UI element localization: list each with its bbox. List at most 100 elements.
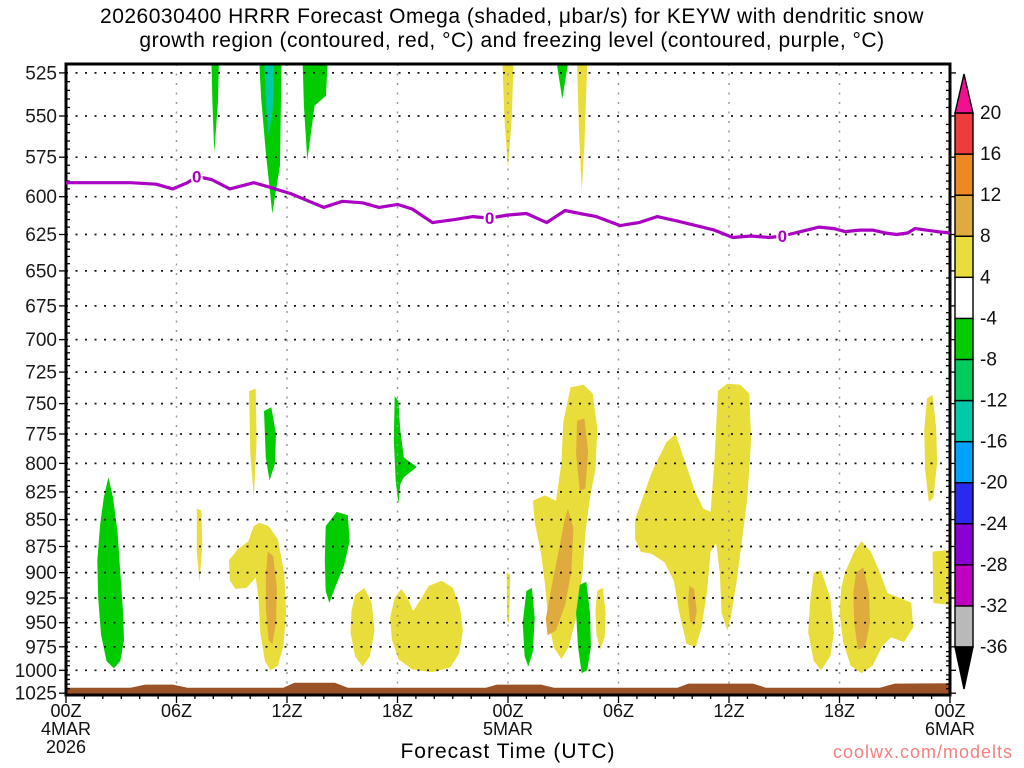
colorbar-tick-label: -32: [980, 596, 1007, 617]
omega-region-green: [302, 64, 328, 161]
omega-region-green: [556, 64, 568, 99]
colorbar-segment: [954, 194, 974, 237]
x-tick-label: 18Z: [382, 701, 413, 721]
y-tick-label: 750: [25, 394, 57, 415]
omega-region-gold: [265, 551, 277, 644]
omega-region-green: [324, 511, 350, 603]
omega-region-yellow: [350, 587, 375, 667]
omega-region-teal: [264, 64, 275, 136]
x-axis-title: Forecast Time (UTC): [400, 740, 616, 763]
omega-region-gold: [545, 508, 574, 636]
colorbar-segment: [954, 399, 974, 443]
omega-region-gold: [576, 418, 589, 491]
y-tick-label: 975: [25, 637, 57, 658]
freezing-level-zero-label: 0: [778, 227, 787, 246]
omega-region-yellow: [390, 580, 463, 673]
omega-region-gold: [853, 567, 870, 650]
y-tick-label: 575: [25, 148, 57, 169]
omega-region-green: [97, 477, 124, 669]
y-tick-label: 800: [25, 454, 57, 475]
x-tick-label: 06Z: [603, 701, 634, 721]
omega-region-green: [522, 587, 535, 667]
x-tick-label: 12Z: [713, 701, 744, 721]
x-tick-date: 6MAR: [925, 719, 975, 739]
omega-region-yellow: [635, 383, 752, 647]
freezing-level-line: [66, 174, 950, 240]
omega-region-yellow: [577, 64, 588, 191]
omega-region-green: [259, 64, 282, 214]
colorbar-tick-label: -24: [980, 514, 1008, 535]
y-tick-label: 1000: [15, 661, 57, 682]
omega-shaded-regions: [97, 64, 950, 674]
y-tick-label: 850: [25, 510, 57, 531]
colorbar-arrow-high: [954, 73, 974, 114]
colorbar-tick-label: -16: [980, 432, 1007, 453]
x-tick-date: 5MAR: [483, 719, 533, 739]
x-tick-label: 00Z: [492, 701, 523, 721]
omega-region-green: [576, 581, 591, 674]
terrain-surface: [66, 682, 950, 695]
x-tick-label: 12Z: [271, 701, 302, 721]
y-axis-labels: 525 550 575 600 625 650 675 700 725 750 775 800 825 8…: [15, 63, 57, 704]
y-tick-label: 700: [25, 330, 57, 351]
colorbar-tick-label: -12: [980, 391, 1007, 412]
freezing-level-zero-label: 0: [192, 167, 201, 186]
colorbar-tick-label: -28: [980, 555, 1007, 576]
colorbar-tick-label: 16: [980, 144, 1001, 165]
colorbar-segment: [954, 358, 974, 402]
freezing-level-zero-label: 0: [485, 209, 494, 228]
y-tick-label: 625: [25, 225, 57, 246]
colorbar-tick-label: 8: [980, 226, 991, 247]
omega-region-gold: [688, 585, 697, 626]
freezing-level-contour: 0 0 0: [66, 165, 950, 248]
omega-region-yellow: [924, 394, 938, 502]
x-tick-label: 00Z: [50, 701, 81, 721]
x-tick-date: 4MAR: [41, 719, 91, 739]
x-tick-label: 06Z: [161, 701, 192, 721]
colorbar-segment: [954, 605, 974, 648]
y-tick-label: 1025: [15, 684, 57, 705]
omega-region-yellow: [808, 570, 834, 671]
colorbar-tick-label: -36: [980, 637, 1007, 658]
colorbar-tick-label: -8: [980, 350, 997, 371]
colorbar-segment: [954, 276, 974, 320]
colorbar-segment: [954, 440, 974, 484]
colorbar-segment: [954, 153, 974, 196]
grid-lines: [66, 64, 950, 695]
x-tick-label: 00Z: [934, 701, 965, 721]
y-tick-label: 725: [25, 363, 57, 384]
y-tick-label: 925: [25, 589, 57, 610]
y-tick-label: 775: [25, 424, 57, 445]
colorbar-segment: [954, 317, 974, 361]
axis-tick-marks: [59, 72, 956, 703]
omega-region-yellow: [595, 587, 606, 650]
colorbar-tick-label: 4: [980, 267, 991, 288]
y-tick-label: 525: [25, 63, 57, 84]
omega-region-yellow: [932, 549, 950, 605]
colorbar-tick-label: -20: [980, 473, 1007, 494]
y-tick-label: 600: [25, 187, 57, 208]
omega-region-yellow: [196, 508, 203, 582]
colorbar-tick-label: 20: [980, 103, 1001, 124]
colorbar-segment: [954, 481, 974, 525]
omega-region-green: [211, 64, 219, 153]
colorbar-arrow-low: [954, 646, 974, 690]
colorbar-segment: [954, 564, 974, 607]
colorbar-segment: [954, 112, 974, 155]
colorbar-tick-label: -4: [980, 308, 997, 329]
omega-region-yellow: [249, 388, 257, 498]
y-tick-label: 875: [25, 537, 57, 558]
colorbar: -36 -32 -28 -24 -20 -16 -12 -8 -4 4 8 12 16 20: [954, 73, 1008, 690]
y-tick-label: 950: [25, 613, 57, 634]
y-tick-label: 650: [25, 261, 57, 282]
y-tick-label: 675: [25, 296, 57, 317]
colorbar-tick-label: 12: [980, 185, 1001, 206]
x-tick-label: 18Z: [824, 701, 855, 721]
omega-region-green: [393, 396, 417, 505]
omega-region-green: [264, 407, 276, 481]
watermark-link[interactable]: coolwx.com/modelts: [832, 742, 1013, 762]
y-tick-label: 825: [25, 482, 57, 503]
